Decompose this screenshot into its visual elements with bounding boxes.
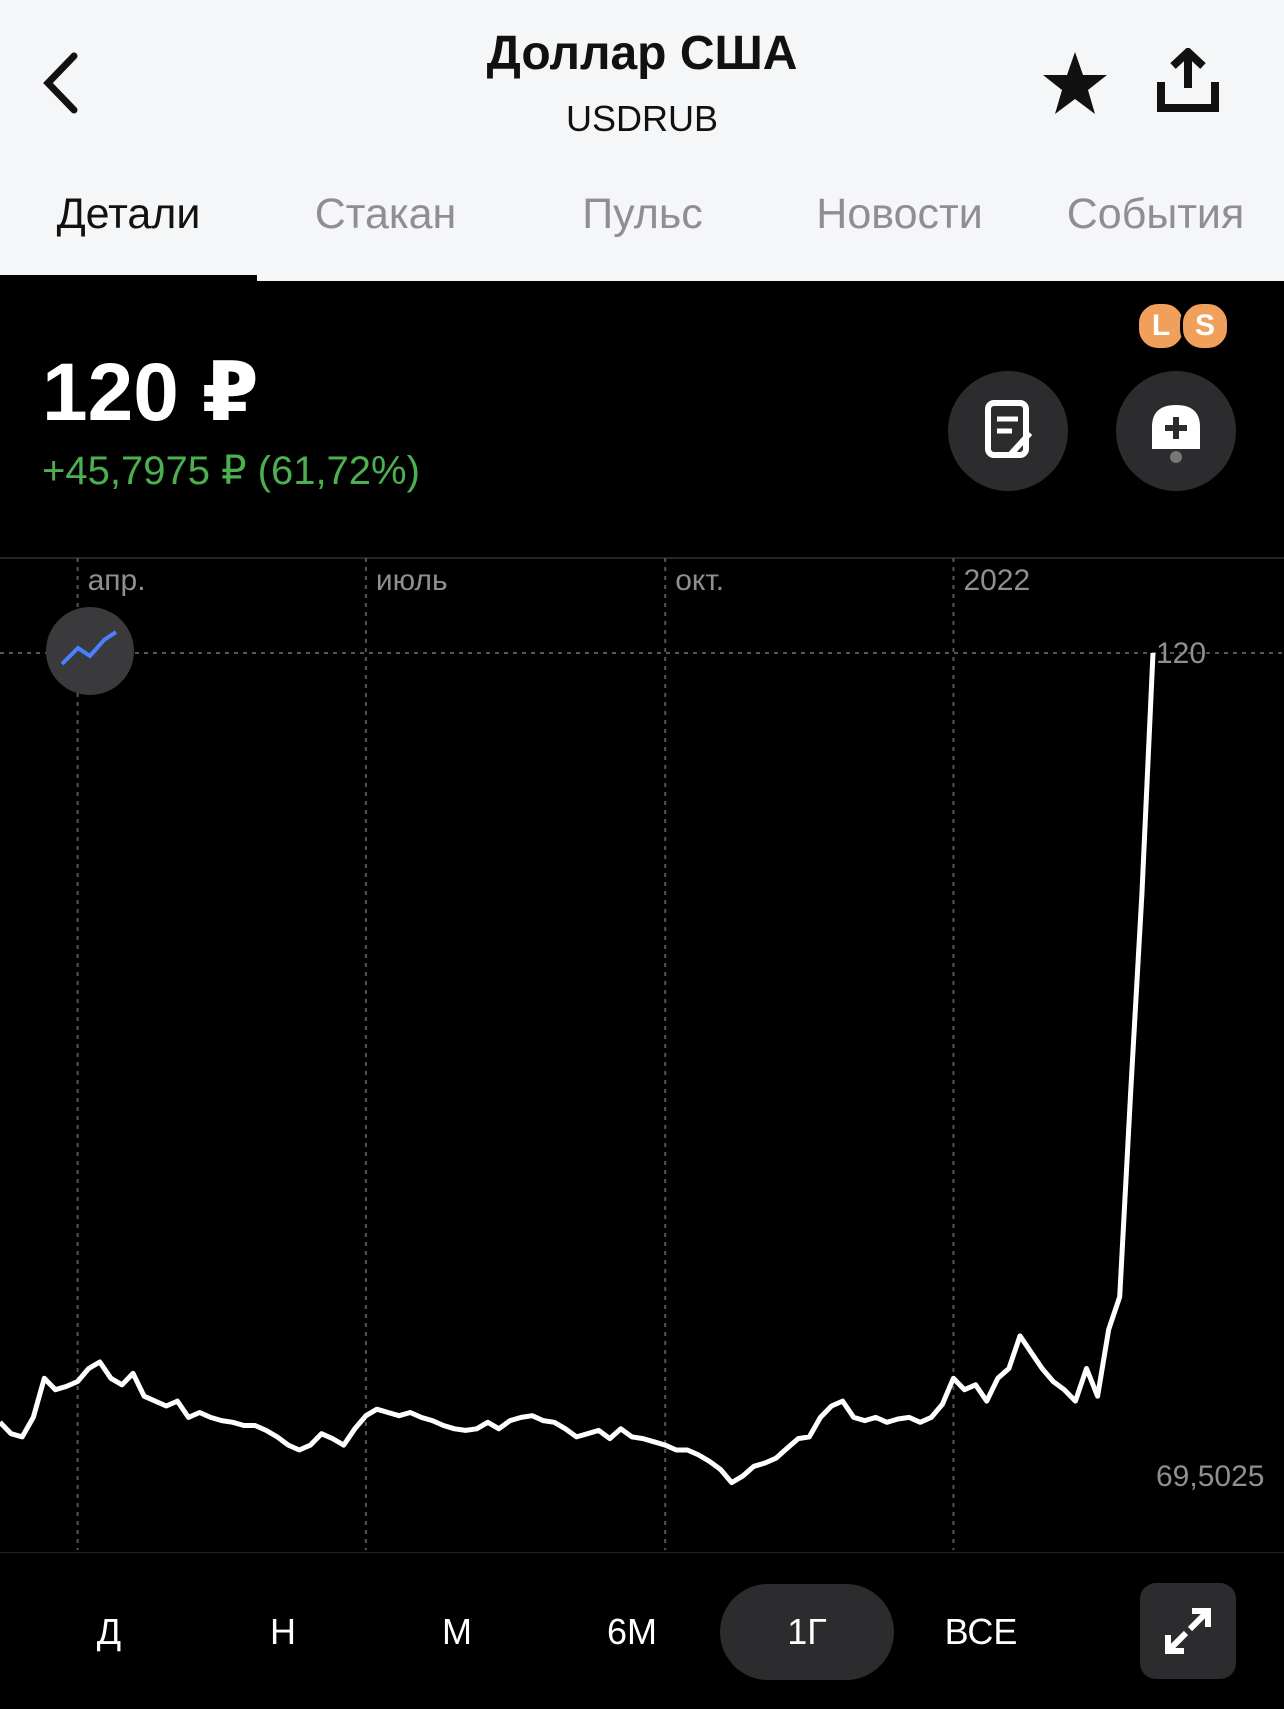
bell-icon [1152,405,1200,463]
period-button[interactable]: М [442,1611,472,1652]
back-button[interactable] [38,50,82,116]
fullscreen-button[interactable] [1140,1583,1236,1679]
header: Доллар США USDRUB Детали Стакан Пульс Но… [0,0,1284,281]
indicator-button[interactable] [46,607,134,695]
x-tick-label: окт. [675,564,724,597]
y-tick-label: 120 [1156,637,1206,670]
subtitle: USDRUB [565,98,718,139]
period-button[interactable]: ВСЕ [944,1611,1018,1652]
period-button[interactable]: 6М [606,1611,657,1652]
tab[interactable]: События [1066,190,1245,238]
x-tick-label: июль [376,564,448,597]
notes-icon [985,400,1033,458]
price-change: +45,7975 ₽ (61,72%) [42,449,420,493]
period-button[interactable]: Н [270,1611,296,1652]
alert-button[interactable] [1116,371,1236,491]
period-button[interactable]: Д [96,1611,122,1652]
title: Доллар США [486,27,798,80]
x-tick-label: апр. [88,564,146,597]
tab[interactable]: Новости [816,190,983,238]
x-tick-label: 2022 [963,564,1030,597]
tab[interactable]: Пульс [582,190,703,238]
tab[interactable]: Стакан [314,190,457,238]
notes-button[interactable] [948,371,1068,491]
tab[interactable]: Детали [56,190,201,238]
badge: S [1180,301,1230,351]
period-bar [0,1552,1284,1709]
tab-indicator [0,275,257,281]
fullscreen-icon [1165,1608,1211,1654]
share-button[interactable] [1155,48,1221,114]
indicator-icon [60,630,118,666]
price: 120 ₽ [42,347,259,438]
price-line [0,652,1156,1486]
y-tick-label: 69,5025 [1156,1460,1264,1493]
period-button[interactable]: 1Г [720,1584,894,1680]
favorite-button[interactable] [1040,48,1110,118]
